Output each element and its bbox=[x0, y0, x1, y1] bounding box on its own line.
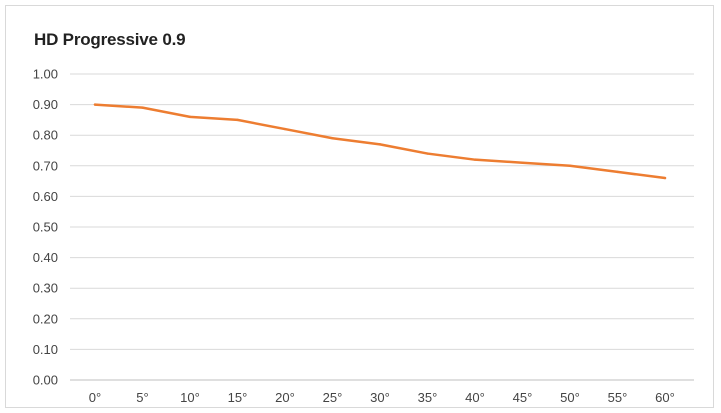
y-tick-label: 0.80 bbox=[33, 128, 58, 143]
x-tick-label: 50° bbox=[560, 390, 580, 405]
x-tick-label: 20° bbox=[275, 390, 295, 405]
data-point bbox=[568, 164, 572, 167]
y-tick-label: 0.20 bbox=[33, 311, 58, 326]
data-point bbox=[426, 152, 429, 155]
data-point bbox=[93, 103, 97, 106]
data-point bbox=[331, 137, 334, 140]
y-tick-label: 0.60 bbox=[33, 189, 58, 204]
data-point bbox=[236, 118, 239, 122]
y-tick-label: 1.00 bbox=[33, 67, 58, 82]
y-tick-label: 0.90 bbox=[33, 97, 58, 112]
y-tick-label: 0.40 bbox=[33, 250, 58, 265]
data-point bbox=[141, 106, 144, 109]
data-point bbox=[378, 143, 382, 146]
data-point bbox=[616, 170, 619, 174]
series-layer bbox=[93, 103, 667, 180]
y-tick-label: 0.30 bbox=[33, 281, 58, 296]
data-point bbox=[473, 158, 477, 161]
x-tick-label: 10° bbox=[180, 390, 200, 405]
x-tick-label: 5° bbox=[136, 390, 148, 405]
x-tick-label: 45° bbox=[513, 390, 533, 405]
x-axis-tick-labels: 0° 5° 10° 15° 20° 25° 30° 35° 40° 45° 50° 55° 60° bbox=[89, 390, 675, 405]
x-tick-label: 55° bbox=[608, 390, 628, 405]
x-tick-label: 60° bbox=[655, 390, 675, 405]
data-point bbox=[663, 176, 667, 180]
y-tick-label: 0.50 bbox=[33, 220, 58, 235]
data-point bbox=[188, 115, 192, 119]
x-tick-label: 15° bbox=[228, 390, 248, 405]
x-tick-label: 0° bbox=[89, 390, 101, 405]
chart-frame bbox=[5, 5, 714, 408]
series-line bbox=[93, 103, 667, 180]
x-tick-label: 40° bbox=[465, 390, 485, 405]
y-tick-label: 0.00 bbox=[33, 373, 58, 388]
x-tick-label: 30° bbox=[370, 390, 390, 405]
data-point bbox=[521, 161, 524, 164]
x-tick-label: 35° bbox=[418, 390, 438, 405]
y-axis-tick-labels: 0.00 0.10 0.20 0.30 0.40 0.50 0.60 0.70 0.80 0.90… bbox=[33, 67, 58, 388]
data-point bbox=[283, 127, 287, 131]
x-tick-label: 25° bbox=[323, 390, 343, 405]
gridlines bbox=[70, 73, 694, 381]
y-tick-label: 0.10 bbox=[33, 342, 58, 357]
chart-title: HD Progressive 0.9 bbox=[34, 30, 186, 49]
y-tick-label: 0.70 bbox=[33, 158, 58, 173]
